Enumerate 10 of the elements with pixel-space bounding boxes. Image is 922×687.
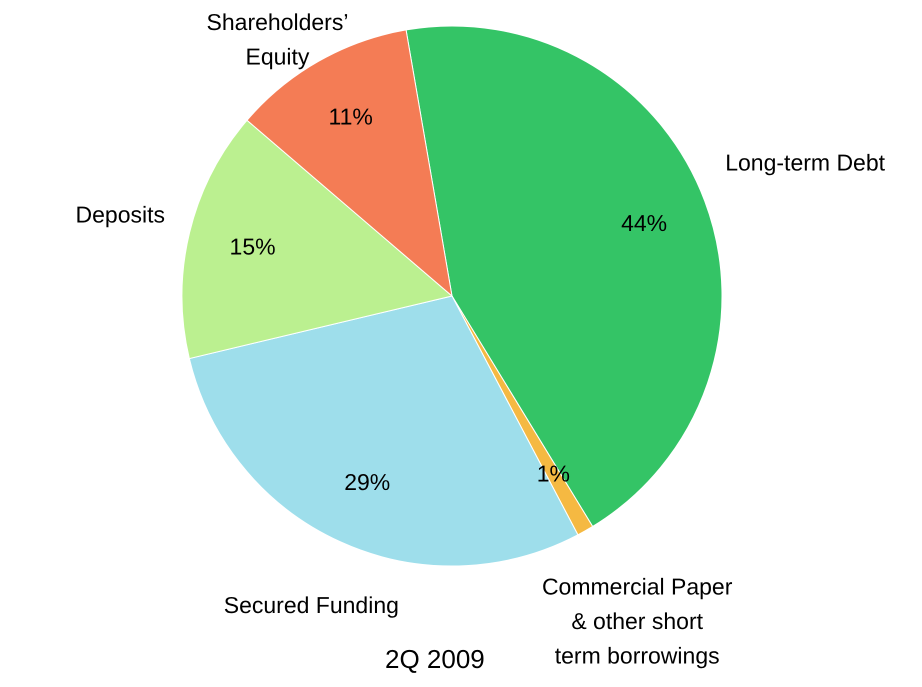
slice-label: Long-term Debt: [725, 149, 886, 176]
slice-label: Secured Funding: [224, 592, 399, 618]
data-label: 29%: [344, 468, 390, 495]
data-label: 15%: [230, 234, 276, 260]
data-label: 44%: [621, 210, 668, 236]
text: 2Q 2009: [385, 644, 485, 674]
data-label: 11%: [328, 104, 373, 130]
slice-label: Shareholders’ Equity: [206, 9, 348, 70]
slice-label: Deposits: [76, 202, 165, 228]
slice-label: Commercial Paper & other short term borrowings: [542, 573, 733, 668]
